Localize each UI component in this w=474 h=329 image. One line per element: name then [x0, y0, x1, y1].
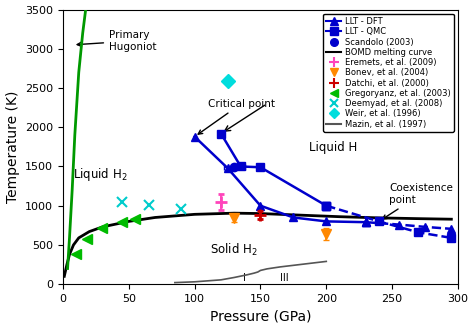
Text: Critical point: Critical point	[198, 99, 275, 134]
Text: Coexistence
point: Coexistence point	[383, 183, 453, 219]
Text: III: III	[280, 273, 289, 283]
Text: I: I	[243, 273, 246, 283]
Text: Primary
Hugoniot: Primary Hugoniot	[77, 30, 156, 52]
Legend: LLT - DFT, LLT - QMC, Scandolo (2003), BOMD melting curve, Eremets, et al. (2009: LLT - DFT, LLT - QMC, Scandolo (2003), B…	[323, 14, 454, 132]
Y-axis label: Temperature (K): Temperature (K)	[6, 91, 19, 203]
Text: Liquid H$_2$: Liquid H$_2$	[73, 166, 127, 183]
Text: Liquid H: Liquid H	[309, 141, 357, 154]
Text: Solid H$_2$: Solid H$_2$	[210, 242, 258, 259]
X-axis label: Pressure (GPa): Pressure (GPa)	[210, 310, 311, 323]
